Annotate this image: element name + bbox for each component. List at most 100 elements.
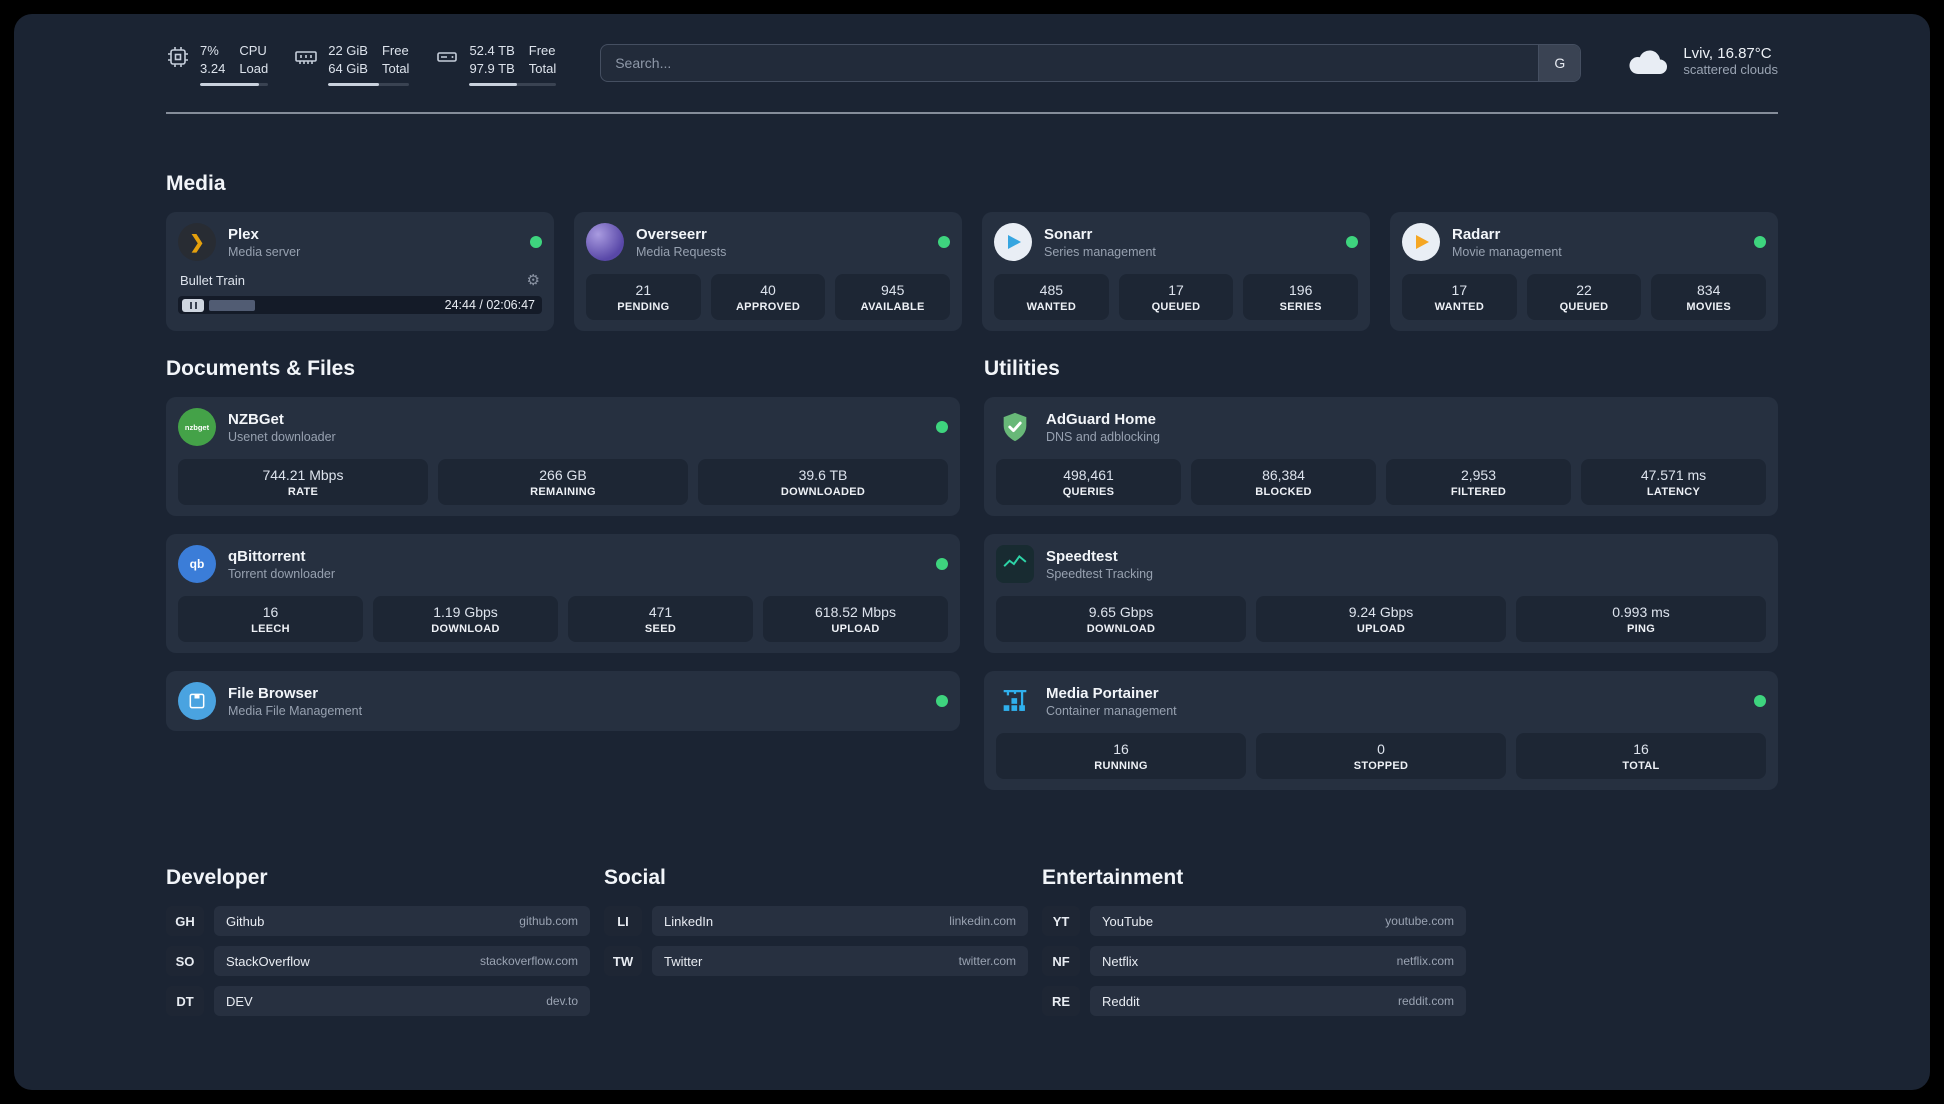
bookmark-abbr: DT — [166, 986, 204, 1017]
cloud-icon — [1625, 44, 1671, 78]
bookmark-github[interactable]: Github github.com — [214, 906, 590, 937]
gear-icon[interactable]: ⚙ — [526, 272, 540, 290]
disk-free-value: 52.4 TB — [469, 43, 515, 58]
service-name: Sonarr — [1044, 225, 1093, 243]
service-description: Media File Management — [228, 704, 363, 718]
stat-latency: 47.571 ms LATENCY — [1581, 459, 1766, 506]
bookmark-row: DT DEV dev.to — [166, 986, 590, 1017]
service-card-overseerr[interactable]: Overseerr Media Requests 21 PENDING 40 A… — [574, 212, 962, 332]
bookmark-abbr: LI — [604, 906, 642, 937]
cpu-load-value: 3.24 — [200, 61, 226, 77]
bookmark-group-title: Entertainment — [1042, 866, 1184, 890]
bookmark-row: SO StackOverflow stackoverflow.com — [166, 946, 590, 977]
weather-location: Lviv, 16.87°C — [1683, 45, 1772, 62]
disk-total-value: 97.9 TB — [469, 61, 515, 77]
disk-usage-bar — [469, 83, 557, 87]
bookmark-twitter[interactable]: Twitter twitter.com — [652, 946, 1028, 977]
bookmark-youtube[interactable]: YouTube youtube.com — [1090, 906, 1466, 937]
cpu-icon — [166, 45, 190, 69]
memory-total-label: Total — [381, 61, 410, 77]
service-card-portainer[interactable]: Media Portainer Container management 16 … — [984, 671, 1778, 791]
stat-download: 1.19 Gbps DOWNLOAD — [373, 596, 558, 643]
progress-fill — [209, 299, 255, 311]
stat-wanted: 17 WANTED — [1402, 274, 1517, 321]
cpu-load-label: Load — [239, 61, 269, 77]
search-bar: G — [600, 44, 1582, 82]
section-title-utilities: Utilities — [984, 357, 1060, 381]
service-description: Torrent downloader — [228, 567, 336, 581]
service-name: Radarr — [1452, 225, 1501, 243]
stat-series: 196 SERIES — [1243, 274, 1359, 321]
service-name: Plex — [228, 225, 259, 243]
stat-total: 16 TOTAL — [1516, 733, 1766, 780]
bookmark-stackoverflow[interactable]: StackOverflow stackoverflow.com — [214, 946, 590, 977]
overseerr-icon — [586, 223, 624, 262]
cpu-widget: 7% 3.24 CPU Load — [166, 42, 269, 87]
radarr-icon — [1402, 223, 1440, 262]
playback-time: 24:44 / 02:06:47 — [444, 298, 535, 313]
bookmark-linkedin[interactable]: LinkedIn linkedin.com — [652, 906, 1028, 937]
search-input[interactable] — [601, 45, 1539, 81]
service-name: AdGuard Home — [1046, 410, 1157, 428]
service-description: Series management — [1044, 245, 1156, 259]
bookmark-row: TW Twitter twitter.com — [604, 946, 1028, 977]
stat-leech: 16 LEECH — [178, 596, 363, 643]
bookmark-abbr: TW — [604, 946, 642, 977]
bookmark-abbr: RE — [1042, 986, 1080, 1017]
bookmark-row: NF Netflix netflix.com — [1042, 946, 1466, 977]
qbittorrent-icon: qb — [178, 545, 216, 584]
service-name: Speedtest — [1046, 547, 1118, 565]
search-provider-button[interactable]: G — [1538, 45, 1581, 81]
plex-now-playing: Bullet Train ⚙ 24:44 / 02:06:47 — [178, 271, 542, 315]
stat-rate: 744.21 Mbps RATE — [178, 459, 428, 506]
service-description: Movie management — [1452, 245, 1562, 259]
sonarr-icon — [994, 223, 1032, 262]
memory-free-value: 22 GiB — [328, 43, 368, 58]
adguard-shield-icon — [996, 408, 1034, 446]
stat-approved: 40 APPROVED — [710, 274, 826, 321]
disk-icon — [435, 45, 459, 69]
playback-progress-bar[interactable]: 24:44 / 02:06:47 — [178, 296, 542, 315]
service-description: Media Requests — [636, 245, 727, 259]
bookmark-abbr: SO — [166, 946, 204, 977]
cpu-usage-bar — [200, 83, 269, 87]
cpu-label: CPU — [239, 43, 267, 58]
top-bar: 7% 3.24 CPU Load — [14, 14, 1930, 87]
bookmark-netflix[interactable]: Netflix netflix.com — [1090, 946, 1466, 977]
service-card-radarr[interactable]: Radarr Movie management 17 WANTED 22 QUE… — [1390, 212, 1778, 332]
weather-condition: scattered clouds — [1683, 62, 1778, 77]
now-playing-title: Bullet Train — [180, 272, 246, 288]
service-card-sonarr[interactable]: Sonarr Series management 485 WANTED 17 Q… — [982, 212, 1370, 332]
status-dot — [1754, 695, 1766, 708]
memory-free-label: Free — [381, 43, 409, 58]
bookmark-reddit[interactable]: Reddit reddit.com — [1090, 986, 1466, 1017]
bookmark-row: YT YouTube youtube.com — [1042, 906, 1466, 937]
service-description: Container management — [1046, 704, 1177, 718]
service-card-plex[interactable]: ❯ Plex Media server Bullet Train ⚙ — [166, 212, 554, 332]
status-dot — [1754, 236, 1766, 249]
service-card-adguard[interactable]: AdGuard Home DNS and adblocking 498,461 … — [984, 397, 1778, 517]
stat-upload: 9.24 Gbps UPLOAD — [1256, 596, 1506, 643]
stat-movies: 834 MOVIES — [1651, 274, 1767, 321]
bookmark-row: GH Github github.com — [166, 906, 590, 937]
bookmark-row: RE Reddit reddit.com — [1042, 986, 1466, 1017]
disk-total-label: Total — [528, 61, 557, 77]
stat-running: 16 RUNNING — [996, 733, 1246, 780]
stat-downloaded: 39.6 TB DOWNLOADED — [698, 459, 948, 506]
bookmark-dev[interactable]: DEV dev.to — [214, 986, 590, 1017]
service-card-qbittorrent[interactable]: qb qBittorrent Torrent downloader 16 LEE… — [166, 534, 960, 654]
service-description: Speedtest Tracking — [1046, 567, 1154, 581]
pause-button[interactable] — [182, 298, 204, 312]
status-dot — [530, 236, 542, 249]
service-card-speedtest[interactable]: Speedtest Speedtest Tracking 9.65 Gbps D… — [984, 534, 1778, 654]
section-media: Media ❯ Plex Media server Bullet Tr — [166, 172, 1778, 332]
section-utilities: Utilities AdGuard Home DNS and adblocki — [984, 357, 1778, 808]
plex-icon: ❯ — [178, 223, 216, 262]
bookmark-group-title: Developer — [166, 866, 268, 890]
memory-total-value: 64 GiB — [328, 61, 368, 77]
service-card-nzbget[interactable]: nzbget NZBGet Usenet downloader 744.21 M… — [166, 397, 960, 517]
memory-usage-bar — [328, 83, 410, 87]
status-dot — [938, 236, 950, 249]
service-card-filebrowser[interactable]: File Browser Media File Management — [166, 671, 960, 732]
service-name: NZBGet — [228, 410, 284, 428]
